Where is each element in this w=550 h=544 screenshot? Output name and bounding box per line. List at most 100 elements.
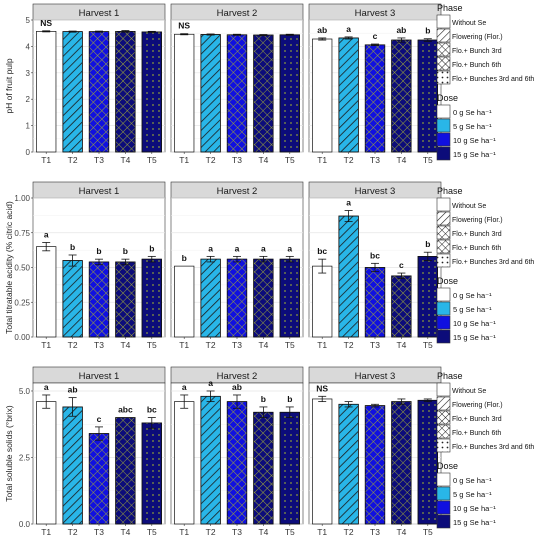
legend-dose-label: 15 g Se ha⁻¹ [453,333,496,342]
legend-phase-pattern [437,43,450,56]
significance-letter: c [399,260,404,270]
panel-title: Harvest 2 [217,186,258,197]
y-tick-label: 0.0 [19,520,31,529]
x-tick-label: T4 [120,527,130,537]
legend-dose-key [436,118,451,133]
panel-title: Harvest 1 [79,371,120,382]
panel-harvest-1: Harvest 1 0.0 2.5 5.0 a T1 ab T2 c T3 abc T4 bc T5 [19,366,166,537]
significance-letter: b [261,394,266,404]
bar-pattern [62,260,83,338]
legend-phase-label: Flowering (Flor.) [452,402,503,409]
legend-dose-label: 10 g Se ha⁻¹ [453,504,496,513]
legend-phase-label: Without Se [452,203,486,210]
legend-phase-label: Flowering (Flor.) [452,34,503,41]
x-tick-label: T2 [206,155,216,165]
panel-title: Harvest 1 [79,8,120,19]
x-tick-label: T3 [232,155,242,165]
bar-t1 [174,265,195,338]
significance-letter: NS [316,383,328,393]
x-tick-label: T3 [232,340,242,350]
x-tick-label: T4 [396,527,406,537]
panel-harvest-2: Harvest 2 b T1 a T2 a T3 a T4 a T5 [170,181,304,350]
bar-t1 [312,265,333,338]
bar-pattern [200,34,221,153]
panel-title: Harvest 3 [355,8,396,19]
y-tick-label: 4 [26,42,31,51]
legend-phase-label: Flo.+ Bunch 6th [452,245,501,252]
bar-pattern [88,433,110,525]
legend-dose-key [436,301,451,316]
y-tick-label: 1 [26,122,31,131]
bar-pattern [226,258,248,338]
x-tick-label: T5 [147,155,157,165]
bar-t1 [36,31,57,153]
x-tick-label: T5 [285,527,295,537]
legend-phase-label: Flo.+ Bunch 3rd [452,48,502,55]
x-tick-label: T1 [317,155,327,165]
bar-pattern [364,405,386,525]
bar-t1 [36,246,57,338]
significance-letter: b [425,239,430,249]
bar-pattern [279,411,300,525]
x-tick-label: T5 [147,527,157,537]
bar-pattern [338,403,359,525]
x-tick-label: T2 [206,340,216,350]
legend-1: Phase Without Se Flowering (Flor.) Flo.+ Bu… [436,3,534,161]
legend-dose-key [436,500,451,515]
bar-pattern [253,34,274,153]
bar-pattern [417,39,438,153]
significance-letter: a [346,198,351,208]
legend-phase-label: Flo.+ Bunches 3rd and 6th [452,259,534,266]
x-tick-label: T1 [41,527,51,537]
bar-pattern [338,215,359,338]
significance-letter: b [149,243,154,253]
x-tick-label: T1 [41,340,51,350]
bar-pattern [226,401,248,525]
legend-phase-pattern [437,397,450,410]
x-tick-label: T5 [285,155,295,165]
significance-letter: c [97,414,102,424]
bar-pattern [115,261,136,338]
significance-letter: b [182,253,187,263]
bar-pattern [364,267,386,338]
y-tick-label: 2 [26,95,31,104]
x-tick-label: T3 [370,155,380,165]
x-tick-label: T3 [94,527,104,537]
legend-dose-label: 0 g Se ha⁻¹ [453,476,492,485]
significance-letter: b [123,246,128,256]
y-tick-label: 0.75 [14,229,30,238]
bar-pattern [88,261,110,338]
x-tick-label: T5 [423,340,433,350]
bar-pattern [417,399,438,525]
legend-phase-label: Without Se [452,388,486,395]
legend-dose-title: Dose [437,461,458,471]
legend-dose-key [436,486,451,501]
x-tick-label: T3 [94,155,104,165]
significance-letter: a [44,382,49,392]
bar-pattern [88,31,110,153]
significance-letter: b [96,246,101,256]
x-tick-label: T4 [396,340,406,350]
panel-title: Harvest 3 [355,371,396,382]
bar-pattern [391,401,412,525]
legend-phase-pattern [437,240,450,253]
legend-dose-label: 5 g Se ha⁻¹ [453,305,492,314]
panel-harvest-1: Harvest 1 0.00 0.25 0.50 0.75 1.00 a T1 b T2 b T3 b T… [14,181,166,350]
legend-phase-label: Without Se [452,20,486,27]
x-tick-label: T3 [370,527,380,537]
panel-harvest-3: Harvest 3 NS T1 T2 T3 T4 T5 [308,366,442,537]
panel-title: Harvest 2 [217,8,258,19]
significance-letter: a [287,243,292,253]
significance-letter: bc [317,246,327,256]
legend-phase-title: Phase [437,3,463,13]
legend-phase-label: Flo.+ Bunches 3rd and 6th [452,444,534,451]
significance-letter: a [208,378,213,388]
x-tick-label: T2 [68,340,78,350]
significance-letter: NS [178,21,190,31]
legend-phase-pattern [437,57,450,70]
legend-phase-pattern [437,226,450,239]
bar-t1 [174,33,195,153]
panel-title: Harvest 2 [217,371,258,382]
legend-dose-key [436,514,451,529]
x-tick-label: T4 [258,527,268,537]
